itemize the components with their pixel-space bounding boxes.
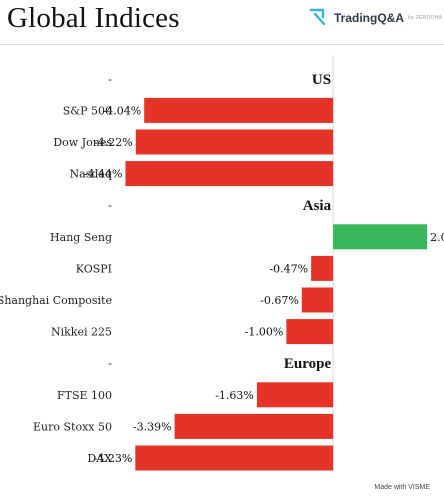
header: Global Indices TradingQ&A by ZERODHA xyxy=(0,0,444,45)
bar xyxy=(256,382,334,408)
bar-chart: - US S&P 500 -4.04% Dow Jones -4.22% Nasdaq -4.… xyxy=(0,45,444,475)
category-label: Hang Seng xyxy=(50,231,112,244)
brand-subtitle: by ZERODHA xyxy=(408,15,443,21)
data-label: -4.22% xyxy=(94,136,133,149)
bar xyxy=(135,129,334,155)
bar xyxy=(286,319,334,345)
data-label: -1.00% xyxy=(245,326,284,339)
group-placeholder-label: - xyxy=(108,357,112,370)
group-heading: Europe xyxy=(284,356,332,372)
bar xyxy=(125,161,334,187)
bar xyxy=(301,287,334,313)
brand-logo[interactable]: TradingQ&A by ZERODHA xyxy=(309,8,442,28)
category-label: Nasdaq xyxy=(70,168,112,181)
data-label: 2.01% xyxy=(430,231,444,244)
bar xyxy=(311,255,334,281)
data-label: -0.47% xyxy=(269,262,308,275)
category-label: DAX xyxy=(87,452,112,465)
category-label: S&P 500 xyxy=(63,104,112,117)
tradingqa-logo-icon xyxy=(309,8,326,26)
group-placeholder-label: - xyxy=(108,199,112,212)
category-label: FTSE 100 xyxy=(57,389,112,402)
chart-svg: - USS&P 500-4.04%Dow Jones-4.22%Nasdaq-4.… xyxy=(0,55,444,473)
category-label: Shanghai Composite xyxy=(0,294,112,307)
bar xyxy=(333,224,428,250)
page-title: Global Indices xyxy=(7,2,180,34)
footer-credit: Made with VISME xyxy=(374,484,430,491)
brand-name: TradingQ&A xyxy=(334,11,405,25)
bar xyxy=(144,97,334,123)
data-label: -4.23% xyxy=(94,452,133,465)
data-label: -1.63% xyxy=(215,389,254,402)
group-placeholder-label: - xyxy=(108,73,112,86)
data-label: -3.39% xyxy=(133,420,172,433)
data-label: -4.44% xyxy=(84,168,123,181)
data-label: -4.04% xyxy=(103,104,142,117)
bar xyxy=(135,445,334,471)
category-label: Euro Stoxx 50 xyxy=(33,420,112,433)
group-heading: Asia xyxy=(303,198,332,214)
category-label: Dow Jones xyxy=(53,136,112,149)
category-label: Nikkei 225 xyxy=(51,326,112,339)
category-label: KOSPI xyxy=(76,262,112,275)
header-divider xyxy=(0,44,444,45)
data-label: -0.67% xyxy=(260,294,299,307)
group-heading: US xyxy=(312,72,331,88)
bar xyxy=(174,413,334,439)
